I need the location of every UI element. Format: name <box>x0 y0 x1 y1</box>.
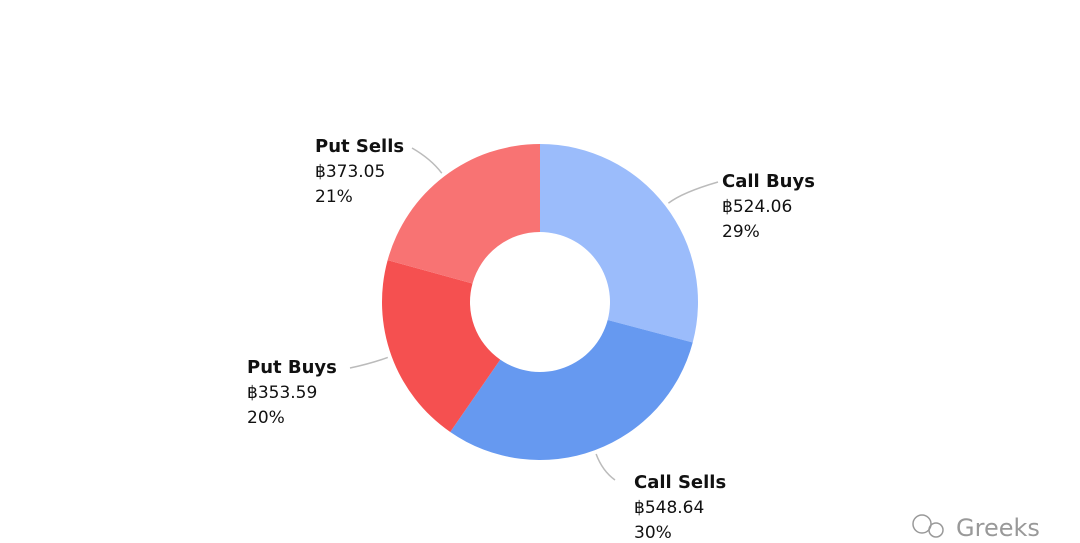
slice-value: ฿373.05 <box>315 162 385 182</box>
leader-line <box>349 356 389 369</box>
slice-label: Put Buys <box>247 357 337 378</box>
slice-value: ฿353.59 <box>247 383 317 403</box>
slice-value: ฿548.64 <box>634 498 704 518</box>
leader-line <box>411 147 443 174</box>
slice-label: Call Sells <box>634 472 726 493</box>
slice-label: Call Buys <box>722 171 815 192</box>
leader-line <box>667 181 719 204</box>
donut-slice <box>387 144 540 284</box>
donut-slice <box>540 144 698 343</box>
watermark-icon <box>912 514 932 534</box>
watermark-text: Greeks <box>956 514 1040 542</box>
watermark: Greeks <box>912 514 1040 542</box>
slice-value: ฿524.06 <box>722 197 792 217</box>
slice-percent: 20% <box>247 408 285 428</box>
slice-label: Put Sells <box>315 136 404 157</box>
slice-percent: 21% <box>315 187 353 207</box>
donut-slice <box>450 319 693 461</box>
watermark-icon <box>928 522 944 538</box>
donut-slice <box>381 260 501 433</box>
slice-percent: 30% <box>634 523 672 543</box>
slice-percent: 29% <box>722 222 760 242</box>
leader-line <box>595 453 616 481</box>
